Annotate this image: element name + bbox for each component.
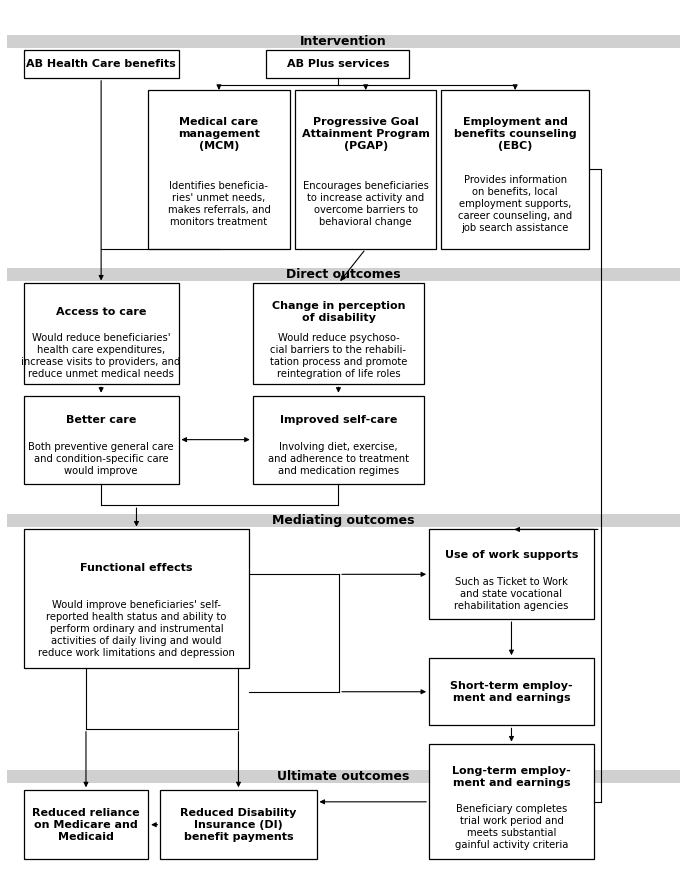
Text: Identifies beneficia-
ries' unmet needs,
makes referrals, and
monitors treatment: Identifies beneficia- ries' unmet needs,… bbox=[168, 181, 271, 227]
Text: Change in perception
of disability: Change in perception of disability bbox=[271, 300, 405, 322]
Text: Long-term employ-
ment and earnings: Long-term employ- ment and earnings bbox=[452, 766, 571, 788]
FancyBboxPatch shape bbox=[429, 658, 594, 725]
FancyBboxPatch shape bbox=[441, 90, 589, 248]
FancyBboxPatch shape bbox=[253, 396, 425, 484]
Text: Would reduce psychoso-
cial barriers to the rehabili-
tation process and promote: Would reduce psychoso- cial barriers to … bbox=[270, 333, 407, 379]
FancyBboxPatch shape bbox=[23, 790, 148, 859]
Bar bbox=[7, 268, 680, 281]
Bar bbox=[7, 514, 680, 527]
Text: Progressive Goal
Attainment Program
(PGAP): Progressive Goal Attainment Program (PGA… bbox=[302, 117, 429, 152]
FancyBboxPatch shape bbox=[23, 50, 179, 78]
Text: Use of work supports: Use of work supports bbox=[444, 550, 578, 559]
FancyBboxPatch shape bbox=[148, 90, 290, 248]
FancyBboxPatch shape bbox=[253, 284, 425, 384]
Text: Involving diet, exercise,
and adherence to treatment
and medication regimes: Involving diet, exercise, and adherence … bbox=[268, 442, 409, 476]
Text: Mediating outcomes: Mediating outcomes bbox=[272, 514, 415, 527]
FancyBboxPatch shape bbox=[23, 529, 249, 668]
FancyBboxPatch shape bbox=[23, 284, 179, 384]
FancyBboxPatch shape bbox=[160, 790, 317, 859]
Text: Would reduce beneficiaries'
health care expenditures,
increase visits to provide: Would reduce beneficiaries' health care … bbox=[21, 333, 181, 379]
FancyBboxPatch shape bbox=[429, 529, 594, 619]
Text: Medical care
management
(MCM): Medical care management (MCM) bbox=[178, 117, 260, 152]
Text: Access to care: Access to care bbox=[56, 307, 146, 316]
Text: AB Plus services: AB Plus services bbox=[286, 59, 389, 69]
Text: Short-term employ-
ment and earnings: Short-term employ- ment and earnings bbox=[450, 681, 573, 703]
Text: Provides information
on benefits, local
employment supports,
career counseling, : Provides information on benefits, local … bbox=[458, 175, 572, 233]
Bar bbox=[7, 34, 680, 48]
FancyBboxPatch shape bbox=[23, 396, 179, 484]
FancyBboxPatch shape bbox=[266, 50, 409, 78]
Text: Such as Ticket to Work
and state vocational
rehabilitation agencies: Such as Ticket to Work and state vocatio… bbox=[454, 577, 569, 611]
Text: Reduced Disability
Insurance (DI)
benefit payments: Reduced Disability Insurance (DI) benefi… bbox=[180, 808, 297, 841]
Text: Ultimate outcomes: Ultimate outcomes bbox=[278, 770, 409, 783]
Text: Beneficiary completes
trial work period and
meets substantial
gainful activity c: Beneficiary completes trial work period … bbox=[455, 804, 568, 850]
Text: Intervention: Intervention bbox=[300, 34, 387, 48]
Text: AB Health Care benefits: AB Health Care benefits bbox=[26, 59, 176, 69]
Text: Would improve beneficiaries' self-
reported health status and ability to
perform: Would improve beneficiaries' self- repor… bbox=[38, 600, 235, 658]
FancyBboxPatch shape bbox=[295, 90, 436, 248]
Text: Encourages beneficiaries
to increase activity and
overcome barriers to
behaviora: Encourages beneficiaries to increase act… bbox=[303, 181, 429, 227]
Text: Direct outcomes: Direct outcomes bbox=[286, 268, 401, 281]
Text: Reduced reliance
on Medicare and
Medicaid: Reduced reliance on Medicare and Medicai… bbox=[32, 808, 139, 841]
Text: Improved self-care: Improved self-care bbox=[280, 415, 397, 426]
Text: Better care: Better care bbox=[66, 415, 136, 426]
FancyBboxPatch shape bbox=[429, 744, 594, 859]
Text: Both preventive general care
and condition-specific care
would improve: Both preventive general care and conditi… bbox=[28, 442, 174, 476]
Bar bbox=[7, 770, 680, 783]
Text: Employment and
benefits counseling
(EBC): Employment and benefits counseling (EBC) bbox=[454, 117, 576, 152]
Text: Functional effects: Functional effects bbox=[80, 563, 193, 574]
